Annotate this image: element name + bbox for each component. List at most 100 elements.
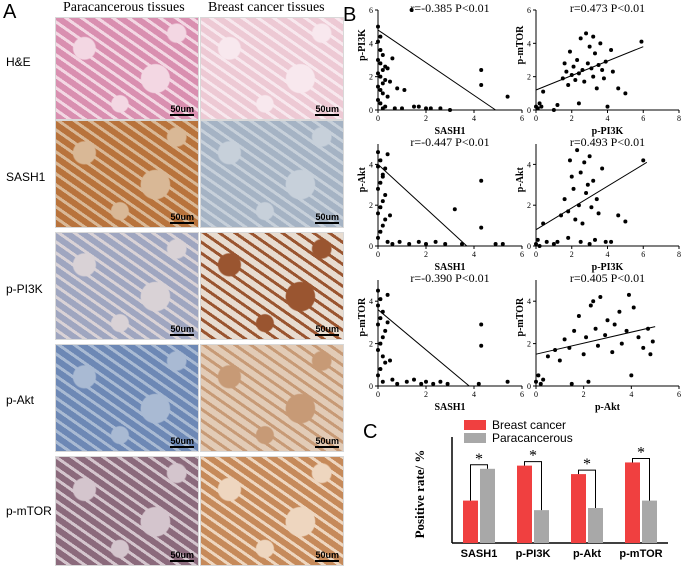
data-point [535, 237, 540, 242]
data-point [571, 64, 576, 69]
data-point [412, 377, 416, 382]
data-point [559, 213, 564, 218]
y-tick-label: 2 [527, 73, 531, 82]
x-tick-label: 0 [376, 390, 380, 399]
x-tick-label: 0 [376, 114, 380, 123]
y-axis-label: Positive rate/ % [412, 450, 427, 539]
data-point [581, 352, 586, 357]
data-point [629, 373, 634, 378]
y-tick-label: 0 [369, 242, 373, 251]
data-point [591, 299, 596, 304]
micrograph-akt-cancer: 50um [200, 344, 344, 452]
positive-rate-bar-chart: Positive rate/ % * SASH1 * p-PI3K * p-Akt * p-mT… [412, 418, 668, 560]
data-point [582, 79, 587, 84]
data-point [578, 36, 583, 41]
data-point [609, 239, 614, 244]
data-point [479, 343, 484, 348]
row-label-akt: p-Akt [6, 393, 35, 407]
data-point [610, 350, 615, 355]
data-point [592, 237, 597, 242]
micrograph-sash1-cancer: 50um [200, 120, 344, 228]
data-point [636, 335, 641, 340]
significance-bracket [470, 464, 488, 501]
x-tick-label: 4 [472, 390, 476, 399]
x-axis-label: SASH1 [434, 402, 465, 413]
data-point [378, 101, 383, 106]
data-point [626, 292, 631, 297]
data-point [390, 377, 395, 382]
y-axis-label: p-Akt [515, 167, 526, 193]
data-point [623, 219, 628, 224]
data-point [383, 328, 388, 333]
x-tick-label: 6 [520, 390, 524, 399]
y-tick-label: 2 [527, 201, 531, 210]
data-point [402, 88, 407, 92]
data-point [538, 381, 543, 386]
data-point [438, 106, 443, 111]
data-point [617, 309, 622, 314]
data-point [376, 186, 380, 191]
data-point [591, 178, 596, 183]
data-point [404, 379, 409, 384]
data-point [567, 49, 572, 54]
data-point [612, 322, 617, 327]
y-axis-label: p-mTOR [515, 297, 526, 336]
data-point [378, 180, 383, 185]
data-point [505, 94, 510, 99]
bar-paracancerous [588, 508, 603, 543]
y-tick-label: 6 [527, 6, 531, 15]
column-header-paracancerous: Paracancerous tissues [63, 0, 185, 15]
category-label: p-PI3K [516, 548, 551, 560]
correlation-annotation: r=-0.390 P<0.01 [410, 271, 489, 285]
significance-star: * [475, 451, 483, 468]
data-point [505, 379, 510, 384]
data-point [596, 211, 601, 216]
data-point [603, 59, 608, 64]
y-tick-label: 4 [527, 39, 531, 48]
correlation-annotation: r=0.473 P<0.01 [570, 1, 645, 15]
data-point [378, 229, 383, 234]
data-point [541, 221, 546, 226]
x-tick-label: 2 [570, 250, 574, 259]
data-point [598, 294, 603, 299]
data-point [587, 154, 592, 159]
scatter-plot-3: 0 2 4 6 0 2 4 r=-0.447 P<0.01 SASH1 p-Akt [357, 135, 524, 273]
data-point [376, 288, 380, 293]
data-point [619, 341, 624, 346]
data-point [380, 53, 385, 57]
data-point [378, 74, 383, 79]
data-point [383, 166, 388, 171]
data-point [412, 104, 416, 109]
category-label: p-Akt [573, 548, 601, 560]
data-point [380, 354, 385, 359]
data-point [479, 68, 484, 72]
data-point [448, 108, 452, 112]
data-point [578, 170, 583, 175]
data-point [623, 91, 628, 96]
correlation-annotation: r=0.405 P<0.01 [570, 271, 645, 285]
data-point [537, 101, 542, 106]
data-point [567, 158, 572, 163]
trend-line [377, 164, 468, 247]
data-point [395, 86, 400, 91]
x-tick-label: 6 [641, 114, 645, 123]
y-tick-label: 0 [527, 382, 531, 391]
data-point [641, 158, 646, 163]
data-point [541, 89, 546, 94]
data-point [564, 69, 569, 74]
data-point [566, 235, 571, 240]
data-point [428, 106, 433, 111]
data-point [603, 333, 608, 338]
data-point [576, 203, 581, 208]
data-point [610, 69, 615, 74]
data-point [443, 241, 448, 246]
data-point [409, 8, 414, 12]
data-point [566, 209, 571, 214]
y-tick-label: 0 [527, 106, 531, 115]
correlation-annotation: r=0.493 P<0.01 [570, 135, 645, 149]
data-point [591, 34, 596, 39]
data-point [378, 341, 383, 346]
data-point [433, 239, 438, 244]
data-point [452, 207, 457, 212]
data-point [600, 68, 605, 72]
